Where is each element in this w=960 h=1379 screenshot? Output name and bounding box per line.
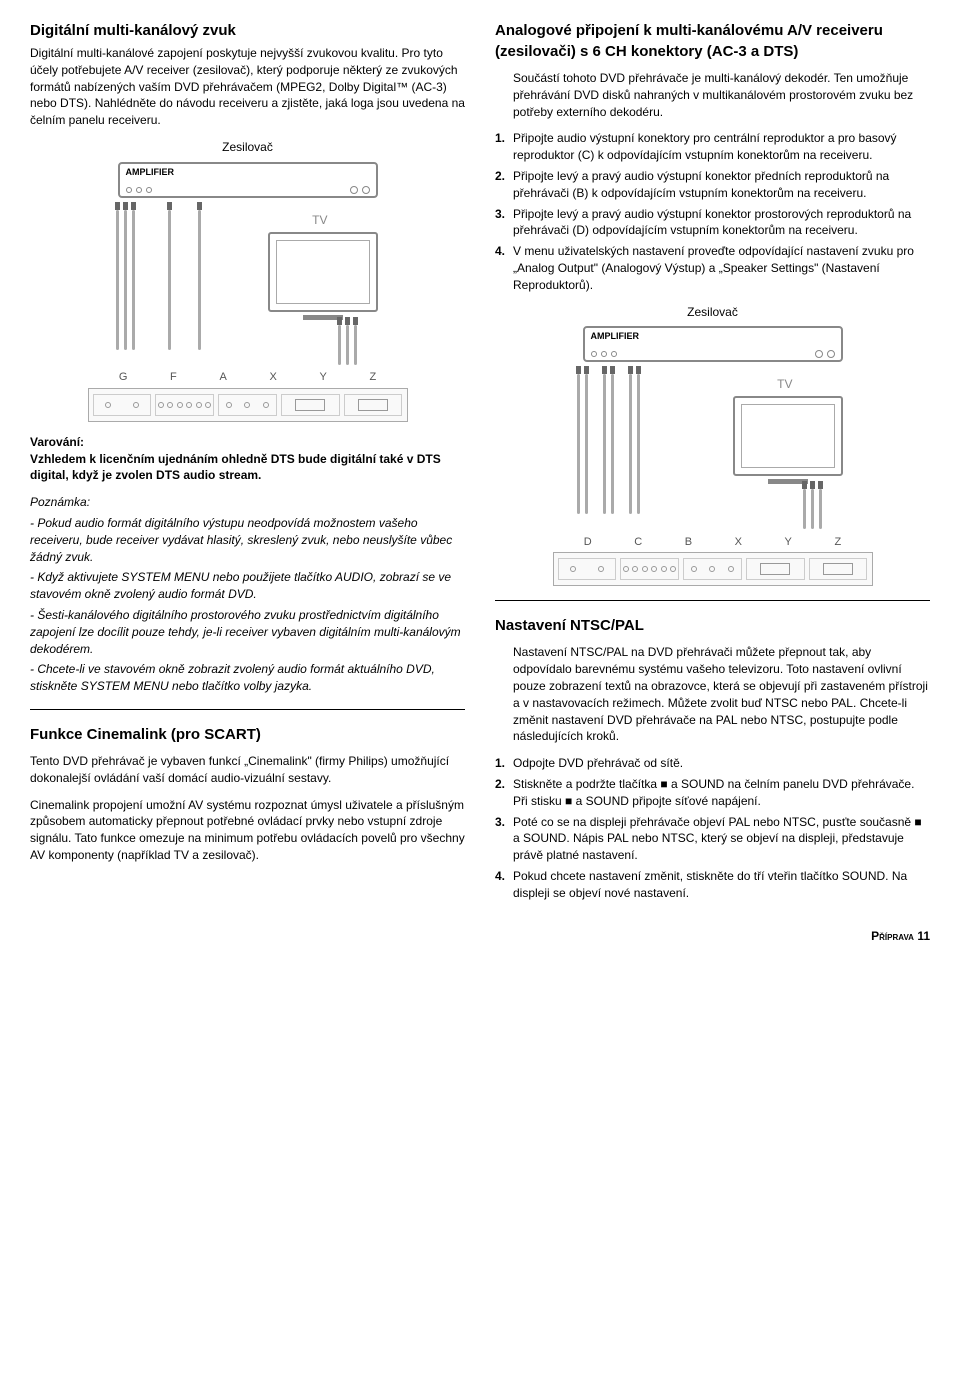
figure-2: Zesilovač AMPLIFIER TV: [495, 304, 930, 587]
warning-block: Varování: Vzhledem k licenčním ujednáním…: [30, 434, 465, 484]
para-cinemalink-1: Tento DVD přehrávač je vybaven funkcí „C…: [30, 753, 465, 787]
para-analog-intro: Součástí tohoto DVD přehrávače je multi-…: [495, 70, 930, 120]
fig1-tv-label: TV: [312, 212, 327, 229]
fig2-tv-graphic: [733, 396, 843, 476]
fig2-letter-row: D C B X Y Z: [563, 535, 863, 550]
fig2-device-back-panel: [553, 552, 873, 586]
fig1-tv-graphic: [268, 232, 378, 312]
page-footer: Příprava 11: [30, 928, 930, 945]
amplifier-graphic-1: AMPLIFIER: [118, 162, 378, 198]
steps-ntsc-pal: 1.Odpojte DVD přehrávač od sítě. 2.Stisk…: [495, 755, 930, 901]
figure-1: Zesilovač AMPLIFIER TV: [30, 139, 465, 422]
steps-analog: 1.Připojte audio výstupní konektory pro …: [495, 130, 930, 293]
note-block: Poznámka: - Pokud audio formát digitální…: [30, 494, 465, 695]
divider-1: [30, 709, 465, 710]
para-digital-intro: Digitální multi-kanálové zapojení poskyt…: [30, 45, 465, 129]
heading-cinemalink: Funkce Cinemalink (pro SCART): [30, 724, 465, 745]
amplifier-graphic-2: AMPLIFIER: [583, 326, 843, 362]
para-cinemalink-2: Cinemalink propojení umožní AV systému r…: [30, 797, 465, 864]
fig2-tv-label: TV: [777, 376, 792, 393]
heading-ntsc-pal: Nastavení NTSC/PAL: [495, 615, 930, 636]
fig1-letter-row: G F A X Y Z: [98, 370, 398, 385]
divider-2: [495, 600, 930, 601]
para-ntsc-pal: Nastavení NTSC/PAL na DVD přehrávači můž…: [495, 644, 930, 745]
heading-analog-connection: Analogové připojení k multi-kanálovému A…: [495, 20, 930, 62]
fig2-label-amp: Zesilovač: [495, 304, 930, 321]
fig1-device-back-panel: [88, 388, 408, 422]
heading-digital-multichannel: Digitální multi-kanálový zvuk: [30, 20, 465, 41]
fig1-label-amp: Zesilovač: [30, 139, 465, 156]
